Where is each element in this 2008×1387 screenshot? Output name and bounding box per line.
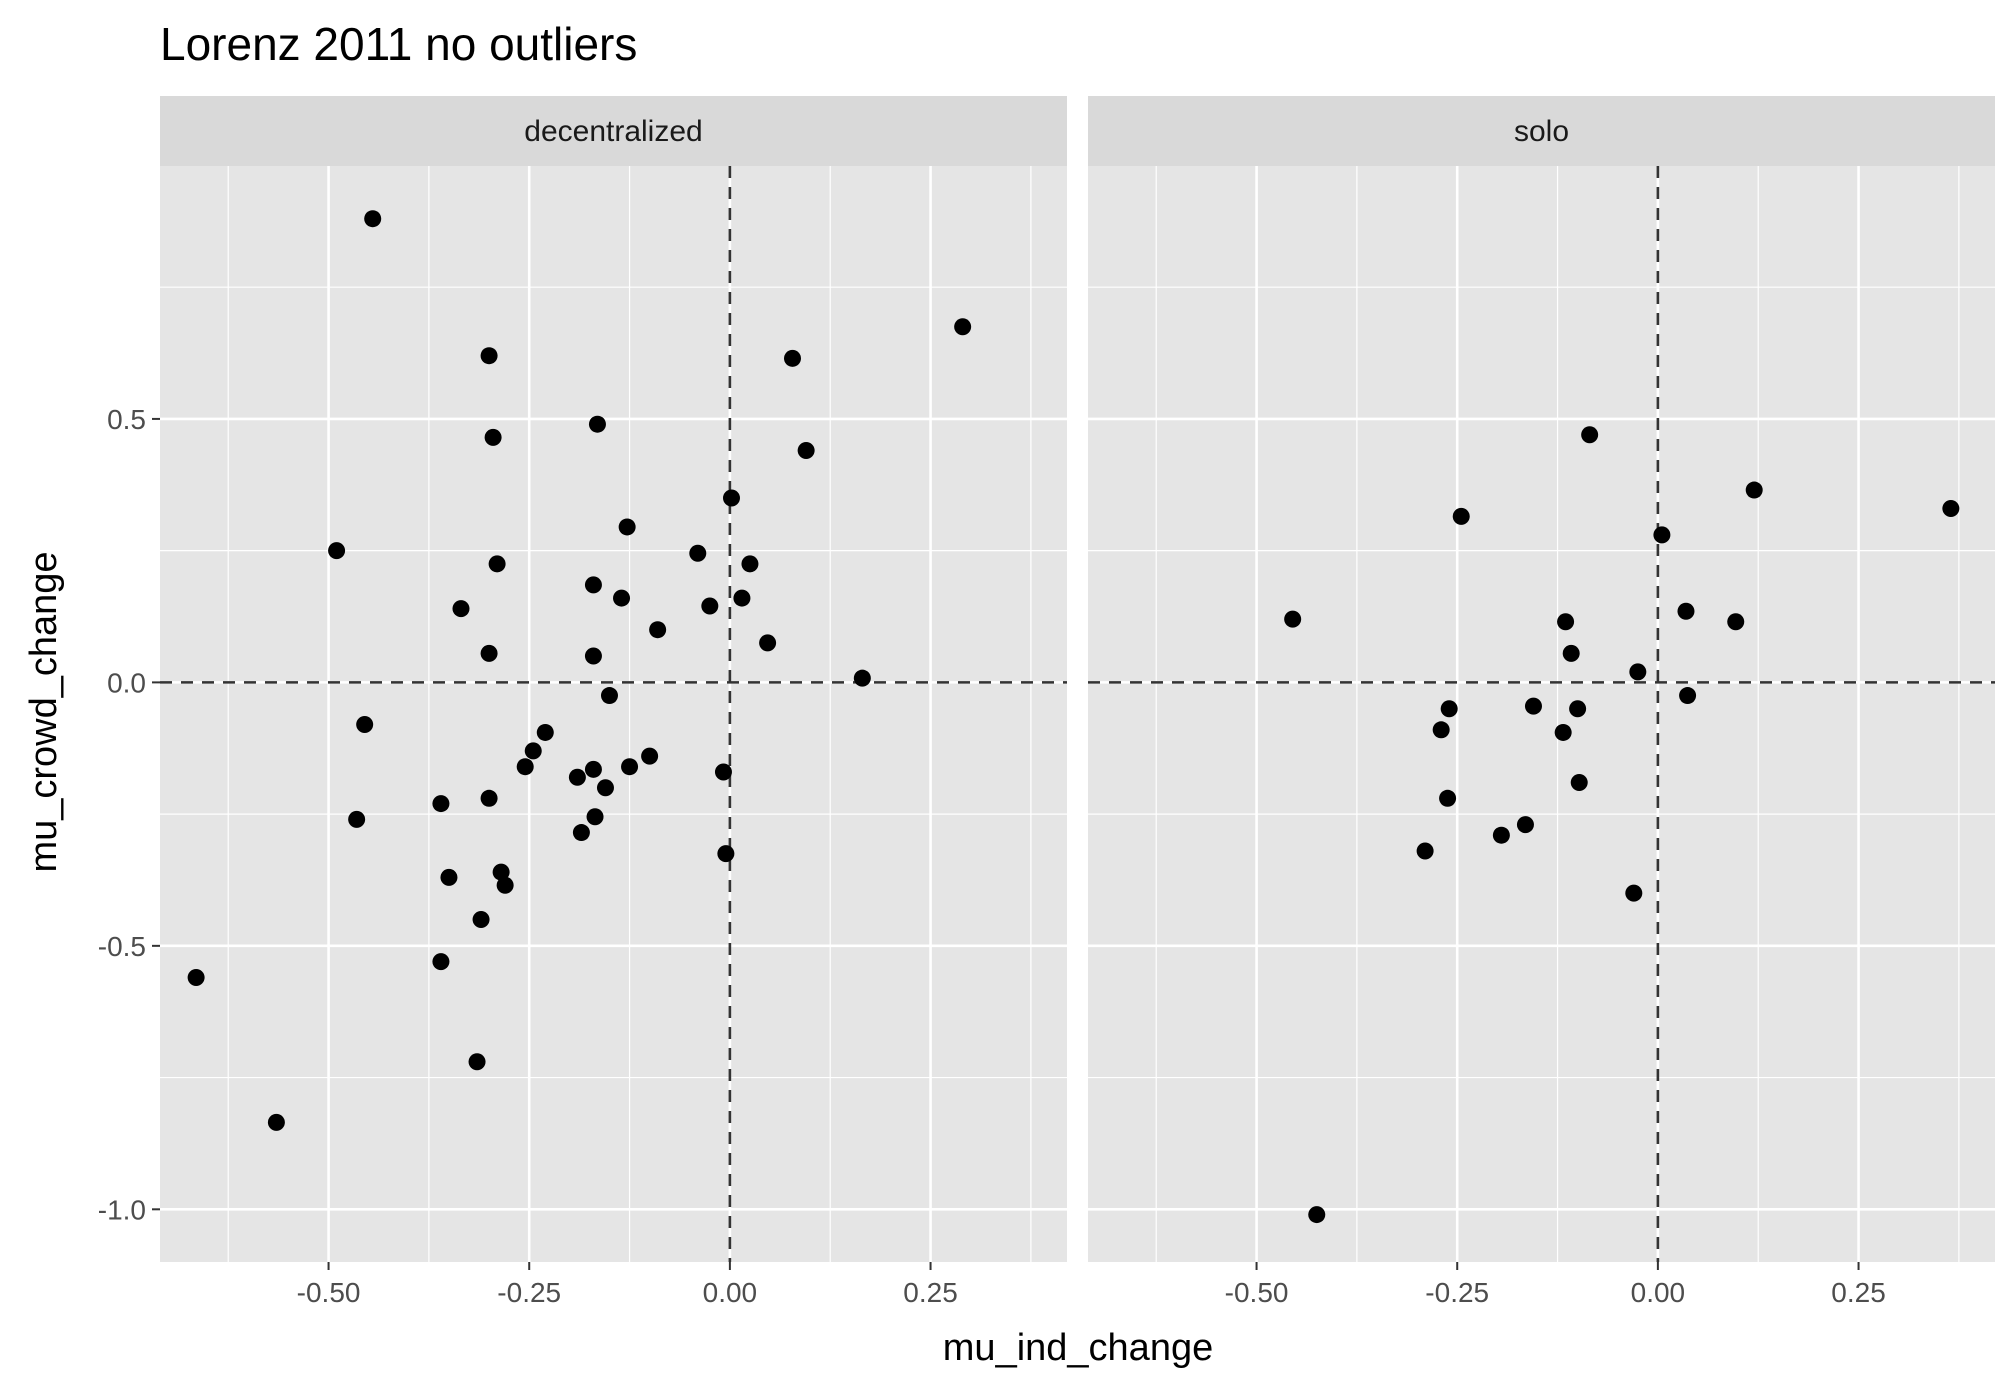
facet-panel-solo: solo — [1088, 96, 1995, 1262]
data-point — [492, 863, 510, 881]
facet-strip-label: solo — [1514, 115, 1569, 148]
data-point — [1942, 500, 1960, 517]
data-point — [572, 824, 590, 842]
data-point — [496, 876, 514, 894]
data-point — [621, 758, 639, 776]
data-point — [783, 349, 801, 367]
data-point — [1440, 700, 1458, 718]
data-point — [568, 768, 586, 786]
y-axis-title: mu_crowd_change — [23, 551, 65, 872]
data-point — [853, 669, 871, 687]
x-tick-label: -0.25 — [1425, 1277, 1489, 1308]
data-point — [480, 789, 498, 807]
facet-strip-label: decentralized — [524, 115, 702, 148]
data-point — [722, 489, 740, 507]
data-point — [584, 760, 602, 778]
x-tick-label: -0.50 — [297, 1277, 361, 1308]
plot-panel-background — [1088, 166, 1995, 1262]
data-point — [717, 845, 735, 863]
data-point — [600, 687, 618, 705]
y-tick-label: 0.5 — [107, 404, 146, 435]
data-point — [356, 716, 374, 734]
x-tick-label: 0.25 — [1831, 1277, 1886, 1308]
data-point — [1679, 687, 1697, 705]
data-point — [1653, 526, 1671, 544]
data-point — [432, 795, 450, 813]
data-point — [524, 742, 542, 760]
data-point — [596, 779, 614, 797]
data-point — [1439, 789, 1457, 807]
data-point — [480, 644, 498, 662]
data-point — [1625, 884, 1643, 902]
data-point — [472, 911, 490, 928]
data-point — [584, 576, 602, 594]
facet-panel-decentralized: decentralized — [160, 96, 1067, 1262]
data-point — [348, 810, 366, 828]
data-point — [586, 808, 604, 826]
x-tick-label: 0.00 — [703, 1277, 758, 1308]
data-point — [641, 747, 659, 765]
data-point — [364, 210, 382, 228]
chart-title: Lorenz 2011 no outliers — [160, 18, 637, 70]
y-tick-label: -1.0 — [98, 1194, 146, 1225]
data-point — [1581, 426, 1599, 444]
data-point — [588, 415, 606, 433]
x-tick-label: 0.00 — [1631, 1277, 1686, 1308]
data-point — [1452, 507, 1470, 525]
data-point — [1492, 826, 1510, 844]
data-point — [1570, 774, 1588, 791]
data-point — [759, 634, 777, 652]
data-point — [1677, 602, 1695, 620]
data-point — [1557, 613, 1575, 631]
data-point — [1562, 644, 1580, 662]
data-point — [1432, 721, 1450, 739]
facet-strip — [160, 96, 1067, 166]
facet-strip — [1088, 96, 1995, 166]
data-point — [480, 347, 498, 365]
x-axis: -0.50 -0.25 0.00 0.25 -0.50 -0.25 0.00 0.25 — [297, 1262, 1886, 1308]
data-point — [1727, 613, 1745, 631]
data-point — [1569, 700, 1587, 718]
plot-panel-background — [160, 166, 1067, 1262]
y-tick-label: 0.0 — [107, 667, 146, 698]
data-point — [488, 555, 506, 573]
data-point — [1308, 1206, 1326, 1224]
x-tick-label: -0.50 — [1225, 1277, 1289, 1308]
data-point — [516, 758, 534, 776]
data-point — [1745, 481, 1763, 499]
data-point — [733, 589, 751, 607]
data-point — [954, 318, 972, 336]
data-point — [714, 763, 732, 781]
data-point — [797, 442, 815, 460]
data-point — [741, 555, 759, 573]
data-point — [452, 600, 470, 618]
data-point — [1629, 663, 1647, 681]
x-tick-label: 0.25 — [903, 1277, 958, 1308]
data-point — [1416, 842, 1434, 860]
x-axis-title: mu_ind_change — [943, 1327, 1213, 1369]
data-point — [1516, 816, 1534, 834]
data-point — [649, 621, 667, 639]
data-point — [432, 953, 450, 971]
data-point — [440, 868, 458, 886]
data-point — [484, 428, 502, 446]
data-point — [689, 544, 707, 562]
data-point — [536, 723, 554, 741]
data-point — [584, 647, 602, 665]
data-point — [187, 968, 205, 986]
data-point — [328, 542, 346, 560]
data-point — [618, 518, 636, 536]
data-point — [468, 1053, 486, 1071]
y-axis: -1.0 -0.5 0.0 0.5 — [98, 404, 160, 1225]
data-point — [267, 1113, 285, 1131]
data-point — [1554, 723, 1572, 741]
data-point — [1524, 697, 1542, 715]
y-tick-label: -0.5 — [98, 931, 146, 962]
data-point — [1284, 610, 1302, 628]
x-tick-label: -0.25 — [497, 1277, 561, 1308]
data-point — [701, 597, 719, 615]
data-point — [613, 589, 631, 607]
